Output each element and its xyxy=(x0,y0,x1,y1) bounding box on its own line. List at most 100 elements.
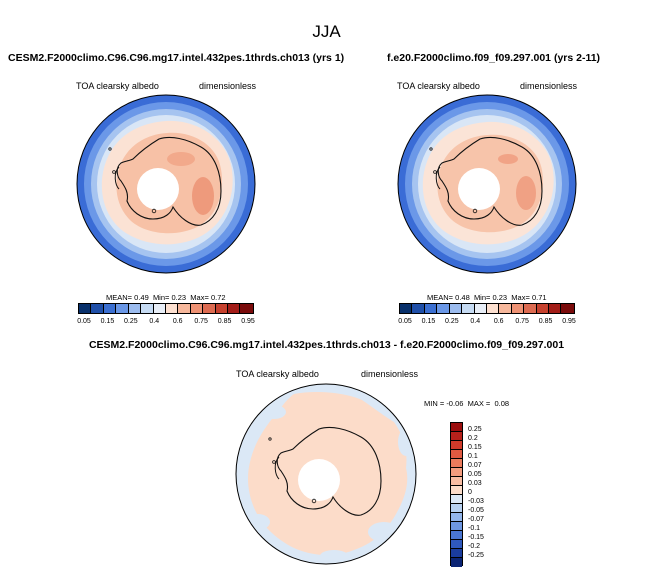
page-title: JJA xyxy=(312,22,341,41)
colorbar-swatch xyxy=(451,468,462,477)
panel-3-island xyxy=(311,498,317,504)
panel-2-high-albedo-east xyxy=(516,176,536,210)
colorbar-tick-label: 0.85 xyxy=(538,318,553,325)
panel-2-island xyxy=(433,170,437,174)
colorbar-swatch xyxy=(451,504,462,513)
colorbar-swatch xyxy=(451,450,462,459)
colorbar-swatch xyxy=(451,423,462,432)
panel-3-polar-gap xyxy=(298,459,340,501)
panel-2-colorbar xyxy=(399,303,575,314)
panel-1-stats: MEAN= 0.49 Min= 0.23 Max= 0.72 xyxy=(106,293,226,302)
min-value: 0.23 xyxy=(171,293,187,302)
panel-2-variable-label: TOA clearsky albedo xyxy=(397,81,480,91)
colorbar-tick-label: 0.2 xyxy=(468,435,478,442)
max-value: 0.71 xyxy=(531,293,547,302)
colorbar-swatch xyxy=(451,432,462,441)
colorbar-swatch xyxy=(451,486,462,495)
panel-3-title: CESM2.F2000climo.C96.C96.mg17.intel.432p… xyxy=(88,339,565,351)
colorbar-swatch xyxy=(474,304,487,313)
colorbar-tick-label: 0.75 xyxy=(194,318,208,325)
colorbar-tick-label: 0.25 xyxy=(124,318,138,325)
min-label: Min= xyxy=(152,293,170,302)
panel-2-polar-map xyxy=(397,94,577,274)
colorbar-tick-label: 0.4 xyxy=(149,318,160,325)
colorbar-tick-label: 0.95 xyxy=(241,318,255,325)
panel-1-high-albedo-north xyxy=(167,152,195,166)
colorbar-tick-label: -0.03 xyxy=(468,498,484,505)
panel-1-coastline xyxy=(116,136,222,226)
colorbar-swatch xyxy=(240,304,253,313)
panel-1-colorbar xyxy=(78,303,254,314)
colorbar-tick-label: 0.25 xyxy=(445,318,459,325)
colorbar-swatch xyxy=(451,558,462,567)
panel-2-stats: MEAN= 0.48 Min= 0.23 Max= 0.71 xyxy=(427,293,547,302)
colorbar-swatch xyxy=(215,304,229,313)
panel-3-island xyxy=(272,460,276,464)
colorbar-swatch xyxy=(103,304,117,313)
max-label: Max= xyxy=(511,293,530,302)
colorbar-tick-label: 0.1 xyxy=(468,453,478,460)
mean-label: MEAN= xyxy=(427,293,454,302)
colorbar-tick-label: 0.07 xyxy=(468,462,482,469)
colorbar-swatch xyxy=(437,304,450,313)
colorbar-tick-label: -0.07 xyxy=(468,516,484,523)
colorbar-swatch xyxy=(451,441,462,450)
colorbar-swatch xyxy=(451,495,462,504)
colorbar-tick-label: 0.95 xyxy=(562,318,576,325)
colorbar-tick-label: 0.4 xyxy=(470,318,481,325)
colorbar-swatch xyxy=(228,304,241,313)
colorbar-tick-label: -0.25 xyxy=(468,552,484,559)
colorbar-tick-label: 0.03 xyxy=(468,480,482,487)
panel-2-high-albedo-north xyxy=(498,154,518,164)
colorbar-tick-label: 0.85 xyxy=(217,318,232,325)
colorbar-swatch xyxy=(116,304,129,313)
panel-3-variable-label: TOA clearsky albedo xyxy=(236,369,319,379)
panel-1-variable-label: TOA clearsky albedo xyxy=(76,81,159,91)
panel-1-polar-gap xyxy=(137,168,179,210)
colorbar-swatch xyxy=(451,459,462,468)
colorbar-swatch xyxy=(91,304,104,313)
colorbar-tick-label: 0.15 xyxy=(421,318,436,325)
colorbar-swatch xyxy=(203,304,216,313)
max-label: Max= xyxy=(190,293,209,302)
panel-3-units-label: dimensionless xyxy=(361,369,419,379)
panel-2-island xyxy=(472,208,478,214)
min-value: 0.23 xyxy=(492,293,508,302)
colorbar-tick-label: -0.2 xyxy=(468,543,481,550)
colorbar-swatch xyxy=(400,304,413,313)
colorbar-swatch xyxy=(561,304,574,313)
panel-1-high-albedo-east xyxy=(192,177,214,215)
panel-3-coastline xyxy=(276,426,382,516)
max-label: MAX = xyxy=(467,399,491,408)
colorbar-swatch xyxy=(128,304,142,313)
colorbar-tick-label: 0.05 xyxy=(77,318,91,325)
panel-2-island xyxy=(429,147,433,151)
colorbar-swatch xyxy=(79,304,92,313)
colorbar-tick-label: -0.15 xyxy=(468,534,484,541)
panel-1-units-label: dimensionless xyxy=(199,81,257,91)
colorbar-tick-label: 0.6 xyxy=(493,318,504,325)
panel-1-map-border xyxy=(76,94,256,274)
panel-2-coastline xyxy=(437,136,543,226)
panel-1-polar-map xyxy=(76,94,256,274)
mean-value: 0.48 xyxy=(455,293,470,302)
min-label: MIN = xyxy=(424,399,445,408)
colorbar-swatch xyxy=(511,304,525,313)
colorbar-swatch xyxy=(451,513,462,522)
colorbar-swatch xyxy=(153,304,166,313)
colorbar-tick-label: 0.05 xyxy=(468,471,482,478)
panel-1-island xyxy=(151,208,157,214)
colorbar-swatch xyxy=(178,304,191,313)
colorbar-swatch xyxy=(190,304,204,313)
min-value: -0.06 xyxy=(446,399,464,408)
panel-1-title: CESM2.F2000climo.C96.C96.mg17.intel.432p… xyxy=(8,52,345,64)
panel-3-map-border xyxy=(235,383,417,565)
panel-1-island xyxy=(112,170,116,174)
colorbar-swatch xyxy=(524,304,537,313)
panel-3-colorbar xyxy=(450,422,463,567)
colorbar-tick-label: -0.05 xyxy=(468,507,484,514)
panel-2-peninsula xyxy=(435,166,441,190)
max-value: 0.08 xyxy=(494,399,510,408)
min-label: Min= xyxy=(473,293,491,302)
panel-3-negative-patch xyxy=(320,550,348,562)
